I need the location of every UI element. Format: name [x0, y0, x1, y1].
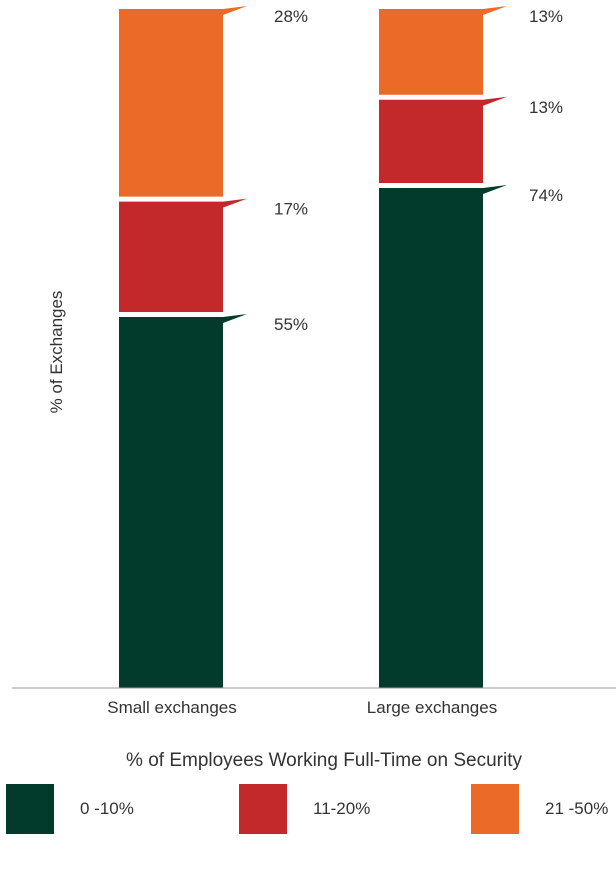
value-labels-group: 55% 17% 28% 74% 13% 13%: [274, 7, 563, 334]
legend-swatch-21-50: [471, 784, 519, 834]
legend-item-11-20: 11-20%: [239, 784, 370, 834]
legend-swatch-0-10: [6, 784, 54, 834]
legend-label-0-10: 0 -10%: [80, 799, 134, 818]
bar-small-exchanges-0-10: [119, 314, 247, 688]
bar-large-exchanges-11-20: [379, 96, 507, 184]
category-label-large-exchanges: Large exchanges: [367, 698, 497, 717]
value-label-large-exchanges-21-50: 13%: [529, 7, 563, 26]
value-label-large-exchanges-0-10: 74%: [529, 186, 563, 205]
bar-large-exchanges-21-50: [379, 6, 507, 95]
category-labels-group: Small exchanges Large exchanges: [107, 698, 497, 717]
legend-swatch-11-20: [239, 784, 287, 834]
y-axis-label: % of Exchanges: [47, 291, 66, 414]
category-label-small-exchanges: Small exchanges: [107, 698, 236, 717]
bar-small-exchanges-11-20: [119, 198, 247, 313]
legend-label-11-20: 11-20%: [313, 799, 371, 818]
legend-label-21-50: 21 -50%: [545, 799, 609, 818]
legend: 0 -10% 11-20% 21 -50%: [0, 784, 616, 834]
legend-item-21-50: 21 -50%: [471, 784, 608, 834]
value-label-small-exchanges-0-10: 55%: [274, 315, 308, 334]
value-label-small-exchanges-11-20: 17%: [274, 200, 308, 219]
bar-large-exchanges-0-10: [379, 185, 507, 689]
value-label-large-exchanges-11-20: 13%: [529, 98, 563, 117]
x-axis-label: % of Employees Working Full-Time on Secu…: [126, 750, 522, 771]
bar-small-exchanges-21-50: [119, 6, 247, 197]
bars-group: [119, 6, 507, 689]
legend-item-0-10: 0 -10%: [6, 784, 134, 834]
value-label-small-exchanges-21-50: 28%: [274, 7, 308, 26]
